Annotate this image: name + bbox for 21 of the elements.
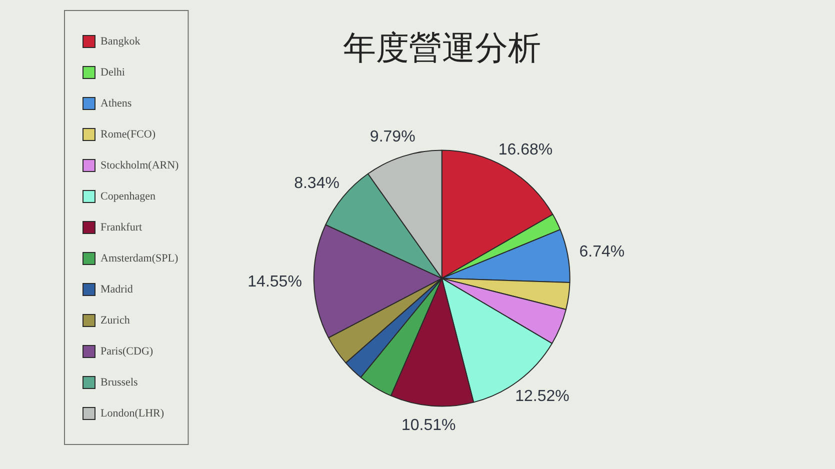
legend-label: Amsterdam(SPL) (100, 252, 178, 264)
legend-label: Bangkok (100, 35, 141, 48)
legend-label: Copenhagen (100, 190, 156, 202)
legend-label: Madrid (100, 283, 134, 296)
legend-label: London(LHR) (100, 407, 164, 420)
data-label: 9.79% (370, 128, 416, 146)
legend-label: Brussels (100, 376, 138, 388)
legend-label: Delhi (100, 66, 125, 78)
data-label: 14.55% (248, 273, 302, 290)
data-label: 16.68% (498, 142, 553, 159)
data-label: 10.51% (401, 417, 456, 434)
data-label: 6.74% (579, 243, 625, 260)
text: 年度營運分析 (342, 28, 541, 66)
legend-label: Stockholm(ARN) (100, 159, 180, 172)
legend-label: Zurich (100, 314, 130, 326)
data-label: 8.34% (294, 175, 340, 192)
legend-label: Athens (100, 97, 132, 110)
legend-label: Paris(CDG) (100, 345, 154, 358)
legend-label: Frankfurt (100, 221, 142, 234)
data-label: 12.52% (515, 388, 570, 406)
legend-label: Rome(FCO) (100, 128, 156, 140)
